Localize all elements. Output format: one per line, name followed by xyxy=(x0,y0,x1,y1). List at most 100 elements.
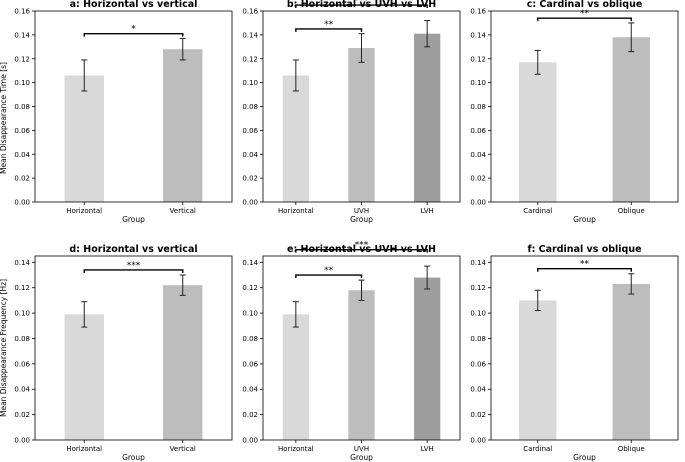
significance-label: ** xyxy=(324,266,334,276)
y-tick-label: 0.10 xyxy=(14,79,30,87)
y-tick-label: 0.04 xyxy=(242,151,258,159)
significance-bracket xyxy=(295,274,363,279)
y-tick-label: 0.08 xyxy=(242,103,258,111)
bar-vertical xyxy=(163,285,203,440)
panel-5: e: Horizontal vs UVH vs LVH0.000.020.040… xyxy=(242,241,461,462)
y-tick-label: 0.16 xyxy=(14,8,30,16)
bar-lvh xyxy=(414,277,441,440)
y-tick-label: 0.10 xyxy=(470,310,486,318)
x-tick-label: Cardinal xyxy=(523,207,552,215)
x-tick-label: Horizontal xyxy=(278,207,314,215)
bar-uvh xyxy=(348,48,375,202)
significance-bracket xyxy=(295,4,428,9)
y-tick-label: 0.08 xyxy=(14,103,30,111)
significance-label: *** xyxy=(355,0,369,6)
y-tick-label: 0.02 xyxy=(242,175,258,183)
y-tick-label: 0.12 xyxy=(14,55,30,63)
y-tick-label: 0.00 xyxy=(470,437,486,445)
y-tick-label: 0.08 xyxy=(242,335,258,343)
significance-label: * xyxy=(131,25,136,35)
y-tick-label: 0.12 xyxy=(242,55,258,63)
bar-uvh xyxy=(348,290,375,440)
bar-horizontal xyxy=(282,75,309,202)
significance-bracket xyxy=(537,267,632,272)
y-tick-label: 0.12 xyxy=(470,284,486,292)
y-tick-label: 0.10 xyxy=(14,310,30,318)
significance-bracket xyxy=(83,32,184,37)
y-tick-label: 0.06 xyxy=(242,360,258,368)
significance-label: *** xyxy=(127,261,141,271)
bar-cardinal xyxy=(519,300,557,440)
x-tick-label: Oblique xyxy=(618,207,645,215)
y-tick-label: 0.14 xyxy=(14,31,30,39)
plot-frame xyxy=(262,255,461,441)
x-tick-label: Oblique xyxy=(618,445,645,453)
x-tick-label: Horizontal xyxy=(66,445,102,453)
y-tick-label: 0.00 xyxy=(242,199,258,207)
y-tick-label: 0.10 xyxy=(470,79,486,87)
chart-title: f: Cardinal vs oblique xyxy=(527,244,641,255)
y-tick-label: 0.12 xyxy=(242,284,258,292)
y-tick-label: 0.10 xyxy=(242,79,258,87)
y-tick-label: 0.12 xyxy=(14,284,30,292)
y-tick-label: 0.00 xyxy=(242,437,258,445)
y-tick-label: 0.14 xyxy=(242,31,258,39)
significance-bracket xyxy=(295,28,363,32)
significance-bracket xyxy=(83,269,184,273)
x-tick-label: UVH xyxy=(354,207,369,215)
y-tick-label: 0.16 xyxy=(242,8,258,16)
plot-frame xyxy=(490,10,679,203)
y-tick-label: 0.14 xyxy=(470,259,486,267)
x-axis-label: Group xyxy=(350,453,373,462)
y-tick-label: 0.02 xyxy=(470,411,486,419)
chart-title: a: Horizontal vs vertical xyxy=(70,0,198,10)
plot-frame xyxy=(34,10,233,203)
bar-horizontal xyxy=(64,314,104,440)
bar-lvh xyxy=(414,33,441,203)
y-tick-label: 0.04 xyxy=(14,151,30,159)
significance-label: ** xyxy=(324,20,334,30)
x-tick-label: LVH xyxy=(421,445,434,453)
significance-bracket xyxy=(295,248,428,253)
y-tick-label: 0.04 xyxy=(470,151,486,159)
y-tick-label: 0.02 xyxy=(14,175,30,183)
significance-label: *** xyxy=(355,241,369,251)
y-tick-label: 0.08 xyxy=(14,335,30,343)
x-tick-label: Cardinal xyxy=(523,445,552,453)
panel-4: d: Horizontal vs vertical 0.00 0.02 0.04 0.0… xyxy=(14,244,233,462)
x-axis-label: Group xyxy=(350,215,373,224)
significance-label: ** xyxy=(580,9,590,19)
y-tick-label: 0.06 xyxy=(14,360,30,368)
panel-1: a: Horizontal vs vertical 0.00 0.02 0.04 0.0… xyxy=(14,0,233,224)
panel-2: b: Horizontal vs UVH vs LVH0.000.020.040… xyxy=(242,0,461,224)
y-tick-label: 0.06 xyxy=(470,127,486,135)
x-tick-label: Vertical xyxy=(170,207,196,215)
panel-6: f: Cardinal vs oblique 0.00 0.02 0.04 0.06 0.… xyxy=(470,244,679,462)
y-tick-label: 0.08 xyxy=(470,103,486,111)
bottom-ylabel: Mean Disappearance Frequency [Hz] xyxy=(0,279,8,417)
x-axis-label: Group xyxy=(122,453,145,462)
y-tick-label: 0.00 xyxy=(14,437,30,445)
panels: a: Horizontal vs vertical 0.00 0.02 0.04 0.0… xyxy=(14,0,679,462)
y-tick-label: 0.14 xyxy=(14,259,30,267)
y-tick-label: 0.02 xyxy=(242,411,258,419)
y-tick-label: 0.10 xyxy=(242,310,258,318)
y-tick-label: 0.04 xyxy=(470,386,486,394)
bar-horizontal xyxy=(282,314,309,440)
bar-oblique xyxy=(612,37,650,203)
y-tick-label: 0.00 xyxy=(470,199,486,207)
y-tick-label: 0.02 xyxy=(14,411,30,419)
y-tick-label: 0.06 xyxy=(14,127,30,135)
significance-bracket xyxy=(537,17,632,22)
x-axis-label: Group xyxy=(122,215,145,224)
y-tick-label: 0.12 xyxy=(470,55,486,63)
significance-label: ** xyxy=(580,260,590,270)
y-tick-label: 0.14 xyxy=(242,259,258,267)
y-tick-label: 0.02 xyxy=(470,175,486,183)
x-tick-label: LVH xyxy=(421,207,434,215)
y-tick-label: 0.16 xyxy=(470,8,486,16)
bar-vertical xyxy=(163,49,203,203)
x-axis-label: Group xyxy=(573,215,596,224)
x-axis-label: Group xyxy=(573,453,596,462)
